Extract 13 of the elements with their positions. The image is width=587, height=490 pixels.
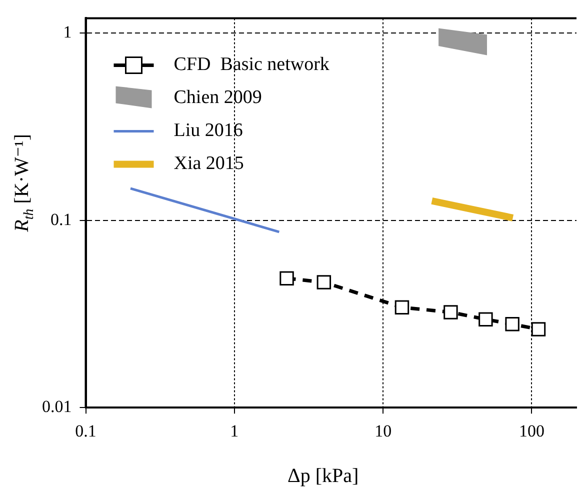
y-tick-label: 0.1	[50, 210, 72, 229]
x-tick-label: 0.1	[75, 421, 96, 440]
legend-label: Liu 2016	[174, 120, 243, 142]
x-tick-label: 1	[230, 421, 239, 440]
legend-label: Xia 2015	[174, 153, 244, 174]
legend-label: Chien 2009	[174, 87, 262, 108]
y-tick-label: 1	[63, 22, 72, 42]
x-tick-label: 10	[374, 421, 392, 440]
legend-label: CFD Basic network	[174, 54, 330, 76]
y-tick-label: 0.01	[42, 397, 72, 416]
x-axis-title: Δp [kPa]	[288, 465, 359, 487]
x-tick-label: 100	[518, 421, 544, 440]
y-axis-title: Rth [K·W⁻¹]	[11, 134, 37, 233]
